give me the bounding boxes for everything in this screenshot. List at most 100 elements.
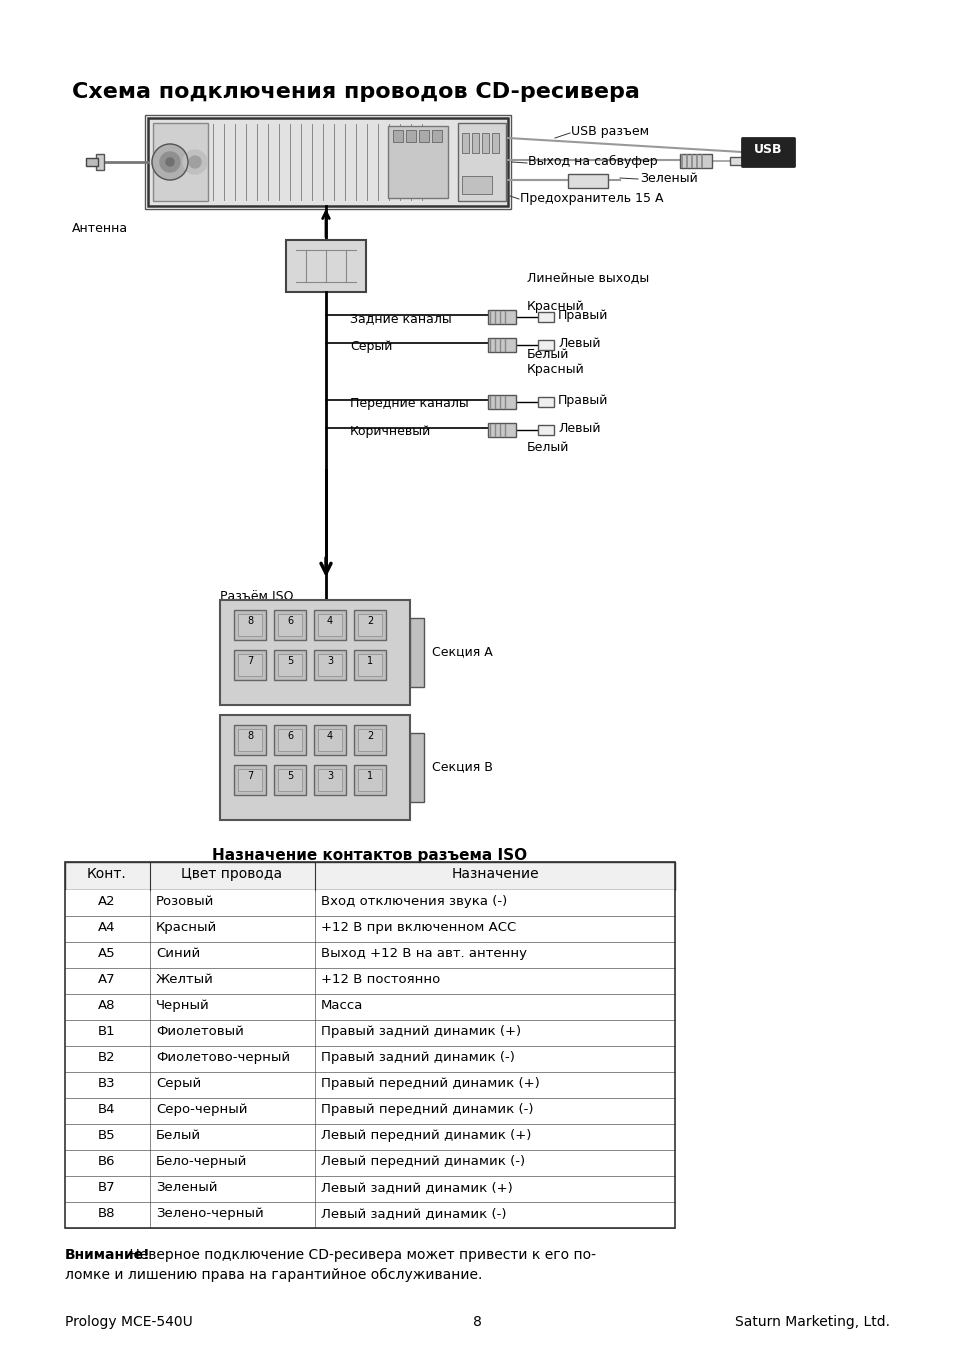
- Text: Левый передний динамик (-): Левый передний динамик (-): [320, 1155, 524, 1168]
- Text: 8: 8: [247, 616, 253, 626]
- Text: 4: 4: [327, 616, 333, 626]
- Text: 6: 6: [287, 731, 293, 741]
- Bar: [237, 654, 262, 676]
- Text: B2: B2: [98, 1051, 115, 1064]
- Bar: [537, 397, 554, 407]
- Text: Бело-черный: Бело-черный: [156, 1155, 247, 1168]
- Text: Линейные выходы: Линейные выходы: [526, 272, 649, 285]
- Bar: [277, 654, 302, 676]
- Bar: [357, 728, 381, 751]
- Bar: [274, 610, 306, 639]
- Text: Внимание!: Внимание!: [65, 1248, 151, 1263]
- Text: Розовый: Розовый: [156, 894, 214, 908]
- Bar: [679, 154, 711, 169]
- Bar: [729, 156, 741, 165]
- Bar: [148, 117, 507, 206]
- Text: Фиолетовый: Фиолетовый: [156, 1025, 244, 1037]
- Bar: [65, 1149, 675, 1176]
- Text: 7: 7: [247, 656, 253, 666]
- Text: 2: 2: [367, 616, 373, 626]
- Bar: [145, 115, 511, 209]
- Text: B8: B8: [98, 1207, 115, 1219]
- Bar: [274, 650, 306, 680]
- Text: Левый: Левый: [558, 422, 599, 434]
- Text: Назначение контактов разъема ISO: Назначение контактов разъема ISO: [213, 849, 527, 863]
- Text: Выход на сабвуфер: Выход на сабвуфер: [527, 155, 657, 169]
- Text: B5: B5: [98, 1129, 115, 1143]
- Bar: [314, 650, 346, 680]
- Text: 1: 1: [367, 772, 373, 781]
- Bar: [65, 1176, 675, 1202]
- Text: Цвет провода: Цвет провода: [181, 867, 282, 881]
- Bar: [317, 654, 341, 676]
- Bar: [65, 1072, 675, 1098]
- Text: Секция В: Секция В: [432, 761, 493, 773]
- Bar: [537, 340, 554, 349]
- Text: Левый задний динамик (-): Левый задний динамик (-): [320, 1207, 506, 1219]
- Text: Схема подключения проводов CD-ресивера: Схема подключения проводов CD-ресивера: [71, 82, 639, 103]
- Bar: [233, 610, 266, 639]
- Bar: [567, 174, 607, 188]
- Text: Желтый: Желтый: [156, 973, 213, 986]
- Text: USB: USB: [753, 143, 781, 156]
- Bar: [237, 614, 262, 635]
- Text: B1: B1: [98, 1025, 115, 1037]
- Bar: [65, 1020, 675, 1045]
- Bar: [354, 724, 386, 755]
- Bar: [357, 614, 381, 635]
- Text: Разъём ISO: Разъём ISO: [220, 590, 294, 603]
- Text: Красный: Красный: [526, 299, 584, 313]
- Text: A4: A4: [98, 921, 115, 934]
- Bar: [393, 130, 402, 142]
- Bar: [354, 650, 386, 680]
- Bar: [388, 125, 448, 198]
- Text: Левый задний динамик (+): Левый задний динамик (+): [320, 1180, 512, 1194]
- Text: B3: B3: [98, 1077, 115, 1090]
- Text: A8: A8: [98, 1000, 115, 1012]
- Text: Серый: Серый: [156, 1077, 201, 1090]
- Text: Красный: Красный: [156, 921, 217, 934]
- Text: A2: A2: [98, 894, 115, 908]
- Text: +12 В при включенном АСС: +12 В при включенном АСС: [320, 921, 516, 934]
- Circle shape: [189, 156, 201, 169]
- Bar: [65, 1202, 675, 1228]
- Bar: [65, 890, 675, 916]
- Text: Зелено-черный: Зелено-черный: [156, 1207, 263, 1219]
- Bar: [488, 395, 516, 409]
- Bar: [314, 724, 346, 755]
- Text: Правый задний динамик (-): Правый задний динамик (-): [320, 1051, 515, 1064]
- Bar: [152, 123, 208, 201]
- Bar: [357, 769, 381, 791]
- Bar: [277, 769, 302, 791]
- Text: 8: 8: [247, 731, 253, 741]
- Text: 7: 7: [247, 772, 253, 781]
- Bar: [317, 769, 341, 791]
- Bar: [233, 724, 266, 755]
- Text: Синий: Синий: [156, 947, 200, 960]
- Bar: [406, 130, 416, 142]
- Bar: [277, 614, 302, 635]
- Text: 2: 2: [367, 731, 373, 741]
- Bar: [274, 765, 306, 795]
- Bar: [65, 1045, 675, 1072]
- Text: B6: B6: [98, 1155, 115, 1168]
- Bar: [65, 942, 675, 969]
- Text: Масса: Масса: [320, 1000, 363, 1012]
- Text: Серый: Серый: [350, 340, 392, 353]
- Text: Левый передний динамик (+): Левый передний динамик (+): [320, 1129, 531, 1143]
- Bar: [481, 134, 489, 152]
- Bar: [277, 728, 302, 751]
- Bar: [741, 138, 793, 166]
- Bar: [65, 1124, 675, 1149]
- Bar: [220, 600, 410, 706]
- Bar: [65, 862, 675, 1228]
- Text: 5: 5: [287, 656, 293, 666]
- Text: ломке и лишению права на гарантийное обслуживание.: ломке и лишению права на гарантийное обс…: [65, 1268, 482, 1282]
- Text: A5: A5: [98, 947, 115, 960]
- Bar: [461, 175, 492, 194]
- Bar: [354, 610, 386, 639]
- Bar: [314, 765, 346, 795]
- Bar: [233, 765, 266, 795]
- Text: Правый передний динамик (+): Правый передний динамик (+): [320, 1077, 539, 1090]
- Bar: [492, 134, 498, 152]
